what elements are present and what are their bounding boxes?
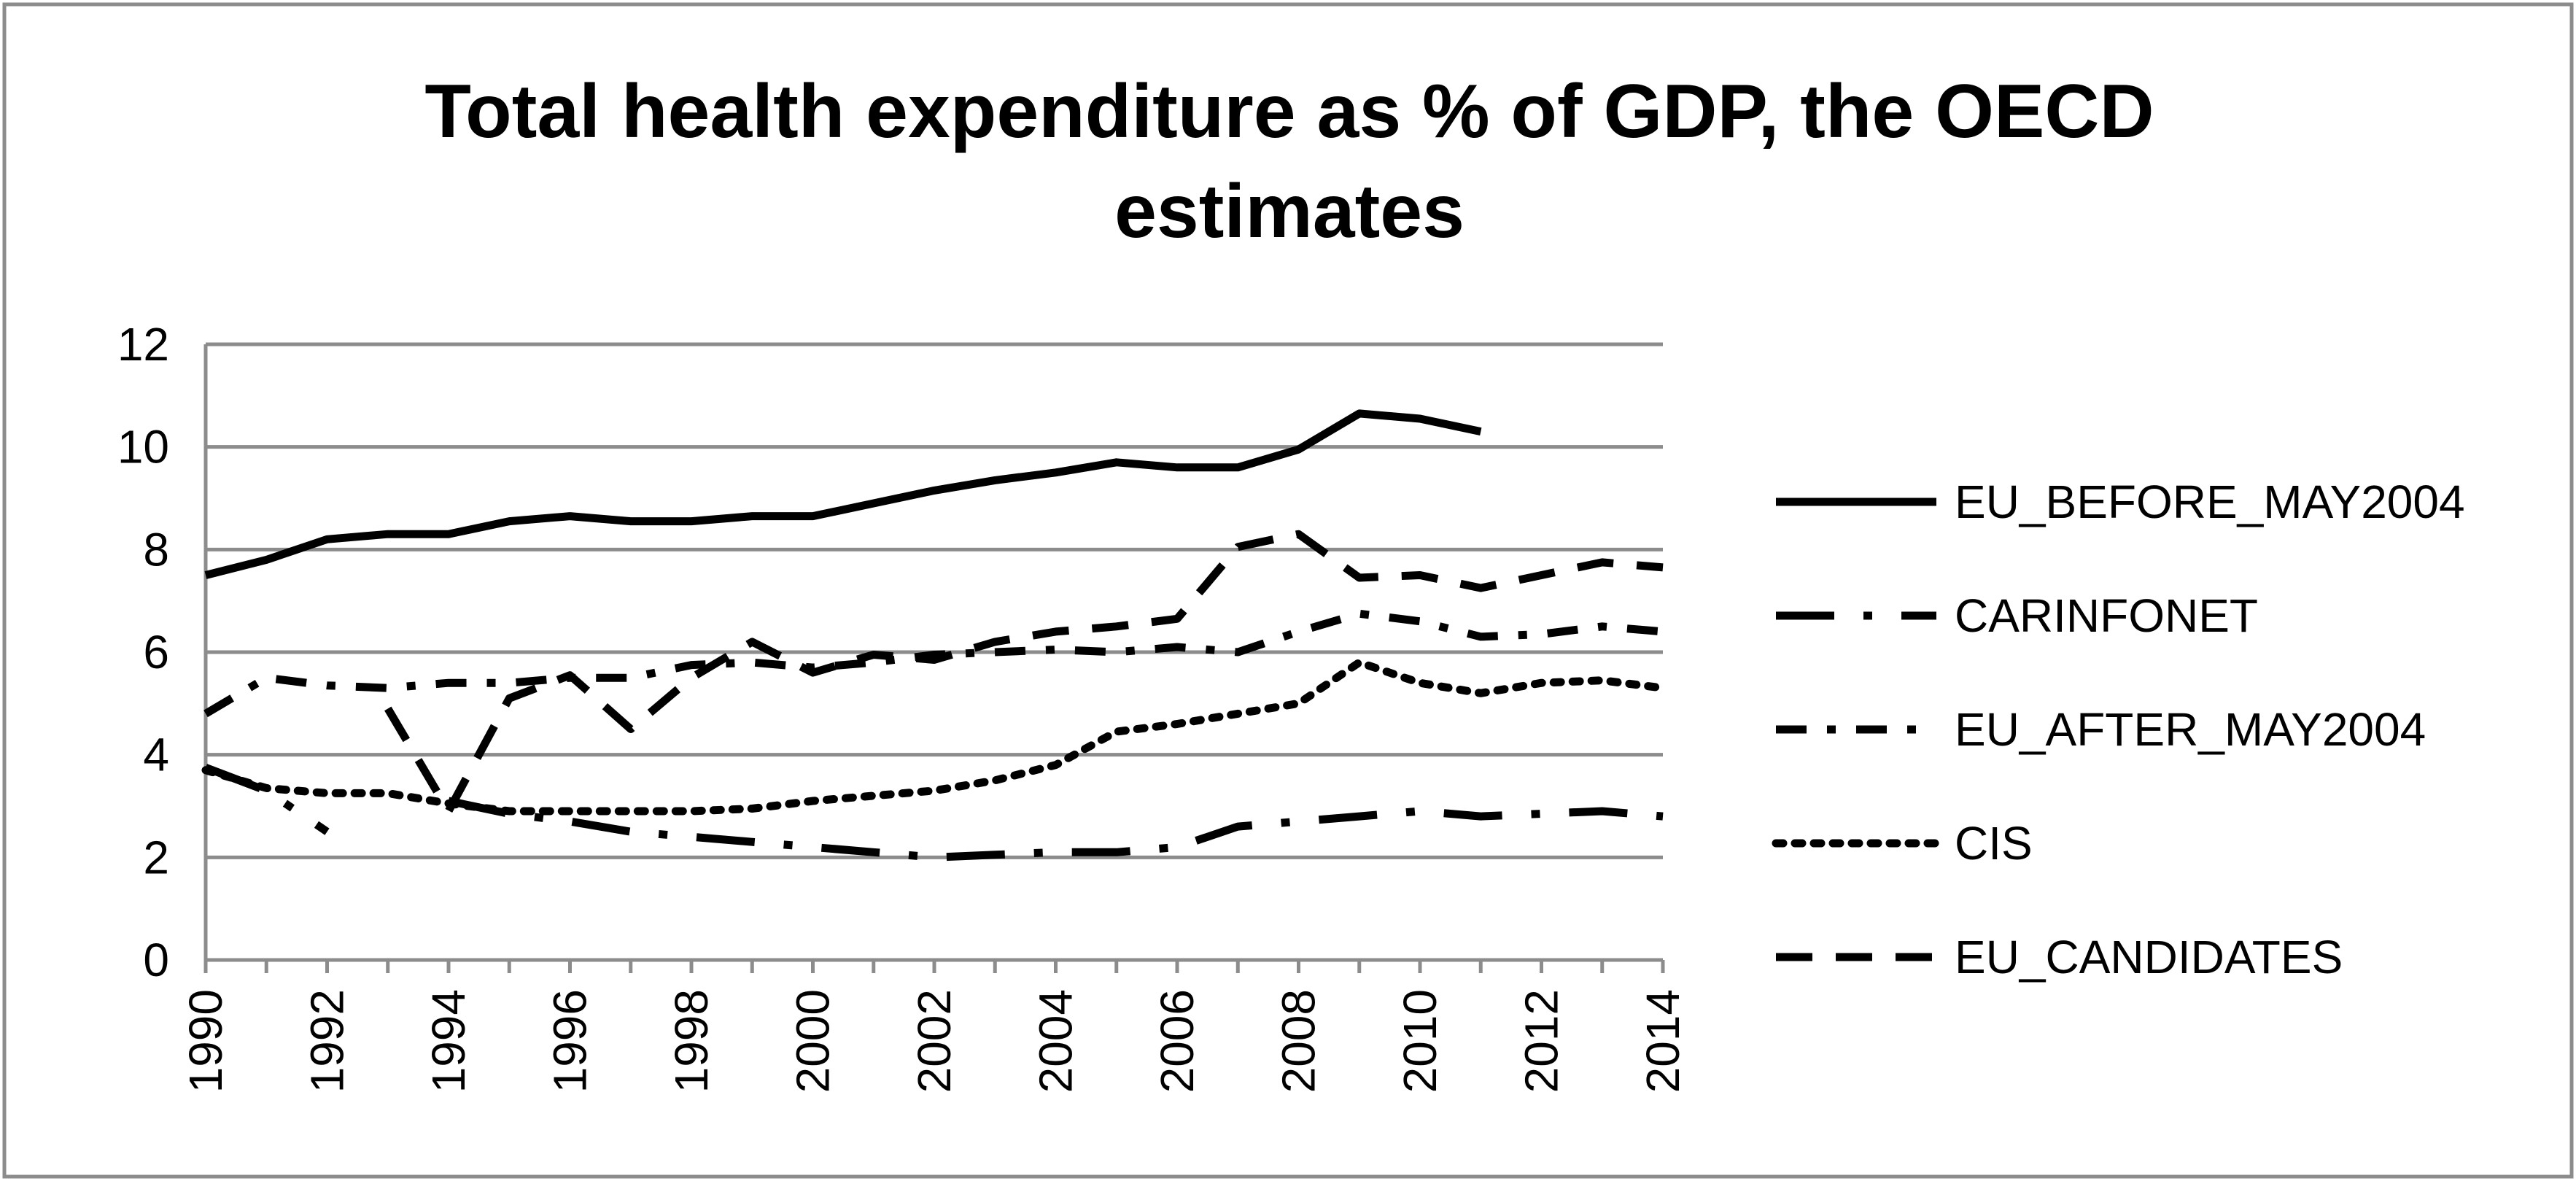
y-tick-label: 10 [117,421,169,473]
legend-label: EU_BEFORE_MAY2004 [1955,476,2465,528]
y-tick-label: 2 [143,831,169,883]
x-tick-label: 2002 [908,989,961,1093]
gridlines [206,342,1663,859]
y-tick-label: 8 [143,523,169,576]
series-eu-before-may2004 [204,409,1482,579]
x-tick-label: 2000 [787,989,839,1093]
series-line-segment [203,609,1664,718]
x-tick-label: 2010 [1394,989,1446,1093]
axes: 0 2 4 6 8 10 12 1990 1992 1994 1996 1998 2000 2002 200… [117,318,1689,1093]
y-tick-label: 6 [143,626,169,678]
y-tick-label: 0 [143,934,169,986]
y-tick-label: 12 [117,318,169,371]
x-tick-label: 1992 [301,989,354,1093]
x-tick-label: 1996 [544,989,597,1093]
series-line-segment [447,797,1664,861]
chart-title-line-2: estimates [1114,169,1464,254]
x-tick-label: 2006 [1151,989,1203,1093]
legend-label: EU_AFTER_MAY2004 [1955,703,2426,756]
legend-label: CIS [1955,817,2033,870]
legend-label: EU_CANDIDATES [1955,931,2343,983]
series-eu-after-may2004 [203,609,1664,718]
x-tick-label: 2008 [1273,989,1325,1093]
x-tick-label: 2014 [1637,989,1689,1093]
x-tick-label: 2004 [1030,989,1082,1093]
legend-label: CARINFONET [1955,589,2258,642]
chart-title-line-1: Total health expenditure as % of GDP, th… [424,69,2154,154]
series-line-segment [204,409,1482,579]
plot-area [201,409,1667,861]
y-tick-label: 4 [143,729,169,781]
x-tick-label: 1990 [179,989,232,1093]
legend: EU_BEFORE_MAY2004 CARINFONET EU_AFTER_MAY2… [1772,476,2465,983]
x-tick-label: 1994 [422,989,475,1093]
x-tick-label: 1998 [665,989,718,1093]
x-tick-label: 2012 [1516,989,1568,1093]
